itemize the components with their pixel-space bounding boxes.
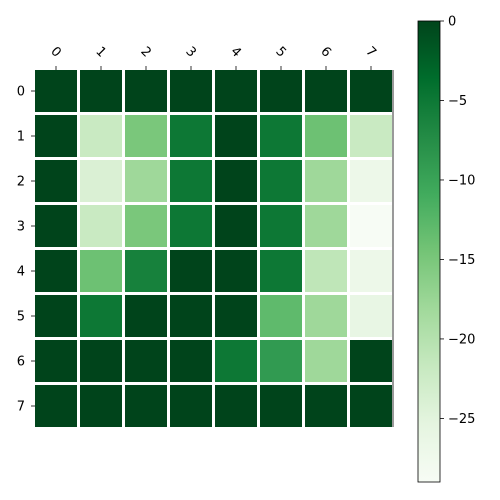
colorbar-tick-label: −20 <box>448 332 475 347</box>
heatmap-cell <box>215 160 257 202</box>
heatmap-cell <box>35 205 77 247</box>
heatmap-cell <box>305 115 347 157</box>
y-tick-label: 4 <box>17 265 25 280</box>
heatmap-cell <box>350 160 392 202</box>
heatmap-cell <box>170 385 212 427</box>
y-tick-label: 6 <box>17 355 25 370</box>
x-tick-label: 4 <box>227 44 243 60</box>
heatmap-cell <box>170 115 212 157</box>
x-tick-label: 0 <box>47 44 63 60</box>
heatmap-cell <box>35 340 77 382</box>
x-tick-label: 3 <box>182 44 198 60</box>
colorbar-tick-label: −25 <box>448 412 475 427</box>
heatmap-cell <box>80 160 122 202</box>
heatmap-cell <box>125 205 167 247</box>
heatmap-cell <box>80 115 122 157</box>
heatmap-cell <box>350 205 392 247</box>
heatmap-cell <box>350 295 392 337</box>
heatmap-cell <box>260 205 302 247</box>
heatmap-cell <box>260 295 302 337</box>
heatmap-cell <box>125 385 167 427</box>
heatmap-cell <box>170 250 212 292</box>
heatmap-cell <box>305 340 347 382</box>
heatmap-cell <box>80 295 122 337</box>
heatmap-cell <box>125 70 167 112</box>
heatmap-cell <box>125 160 167 202</box>
heatmap-cell <box>260 70 302 112</box>
y-tick-label: 2 <box>17 175 25 190</box>
heatmap-cell <box>125 340 167 382</box>
colorbar-tick-label: −15 <box>448 253 475 268</box>
x-tick-label: 1 <box>92 44 108 60</box>
heatmap-cell <box>350 385 392 427</box>
heatmap-cell <box>35 385 77 427</box>
heatmap-cell <box>170 160 212 202</box>
x-tick-label: 6 <box>317 44 333 60</box>
x-tick-label: 7 <box>362 44 378 60</box>
y-tick-label: 3 <box>17 220 25 235</box>
heatmap-cell <box>170 340 212 382</box>
heatmap-cell <box>215 250 257 292</box>
heatmap-cell <box>305 385 347 427</box>
heatmap-cell <box>215 205 257 247</box>
heatmap-cell <box>350 115 392 157</box>
y-tick-label: 5 <box>17 310 25 325</box>
colorbar-tick-label: 0 <box>448 15 456 30</box>
heatmap-cell <box>35 295 77 337</box>
heatmap-cell <box>305 250 347 292</box>
colorbar-ticks: 0 −5 −10 −15 −20 −25 <box>440 15 475 427</box>
heatmap-cell <box>170 295 212 337</box>
y-axis-ticks: 0 1 2 3 4 5 6 7 <box>17 85 35 415</box>
heatmap-cell <box>305 160 347 202</box>
heatmap-cell <box>125 250 167 292</box>
heatmap-cells <box>35 70 394 427</box>
heatmap-cell <box>260 250 302 292</box>
heatmap-cell <box>260 385 302 427</box>
heatmap-cell <box>350 250 392 292</box>
heatmap-cell <box>35 70 77 112</box>
heatmap-cell <box>80 250 122 292</box>
heatmap-cell <box>80 205 122 247</box>
heatmap-cell <box>215 340 257 382</box>
colorbar-gradient <box>417 20 441 483</box>
y-tick-label: 1 <box>17 130 25 145</box>
heatmap-cell <box>80 70 122 112</box>
heatmap-cell <box>215 70 257 112</box>
y-tick-label: 7 <box>17 400 25 415</box>
heatmap-cell <box>35 160 77 202</box>
heatmap-cell <box>80 340 122 382</box>
heatmap-cell <box>350 70 392 112</box>
colorbar <box>417 20 441 483</box>
heatmap-cell <box>215 295 257 337</box>
x-axis-ticks: 0 1 2 3 4 5 6 7 <box>47 44 379 70</box>
heatmap-cell <box>170 70 212 112</box>
heatmap-cell <box>305 295 347 337</box>
heatmap-cell <box>125 115 167 157</box>
heatmap-cell <box>260 160 302 202</box>
colorbar-tick-label: −10 <box>448 173 475 188</box>
heatmap-cell <box>80 385 122 427</box>
heatmap-cell <box>305 70 347 112</box>
y-tick-label: 0 <box>17 85 25 100</box>
heatmap-cell <box>35 250 77 292</box>
heatmap-cell <box>125 295 167 337</box>
heatmap-cell <box>215 385 257 427</box>
x-tick-label: 2 <box>137 44 153 60</box>
colorbar-tick-label: −5 <box>448 94 467 109</box>
heatmap-cell <box>305 205 347 247</box>
heatmap-cell <box>260 115 302 157</box>
heatmap-cell <box>35 115 77 157</box>
heatmap-cell <box>260 340 302 382</box>
heatmap-cell <box>350 340 392 382</box>
heatmap-cell <box>170 205 212 247</box>
x-tick-label: 5 <box>272 44 288 60</box>
heatmap-cell <box>215 115 257 157</box>
